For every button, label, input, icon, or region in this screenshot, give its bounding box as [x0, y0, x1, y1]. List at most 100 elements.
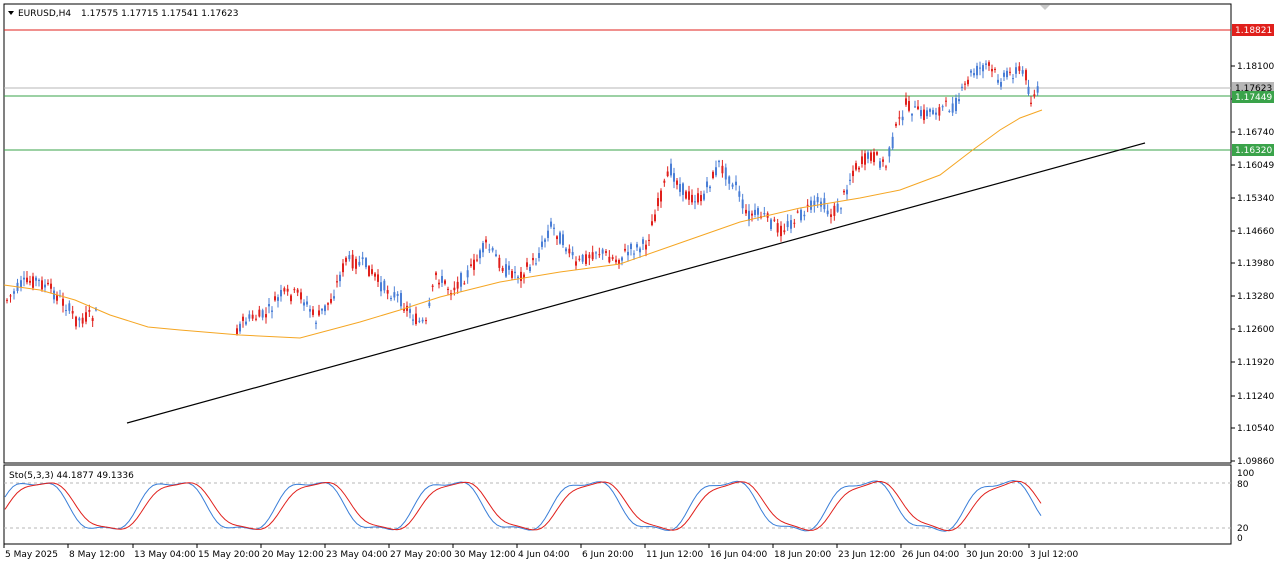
candle	[236, 324, 238, 336]
price-tick-label: 1.16740	[1237, 128, 1274, 138]
candle	[735, 175, 737, 191]
shift-marker-icon[interactable]	[1040, 5, 1050, 10]
candle	[911, 112, 913, 122]
candle	[891, 132, 894, 151]
candle	[688, 185, 690, 205]
candle	[964, 81, 966, 91]
candle	[870, 150, 872, 164]
candle	[470, 258, 472, 268]
candle	[20, 275, 22, 292]
candle	[418, 317, 421, 324]
line-label-green-1: 1.17449	[1232, 91, 1274, 103]
candle	[588, 252, 591, 266]
candle	[973, 68, 975, 78]
candle	[479, 248, 481, 265]
time-tick-label: 3 Jul 12:00	[1030, 550, 1079, 560]
candle	[1025, 68, 1027, 85]
candle	[657, 192, 659, 211]
candle	[23, 271, 25, 287]
svg-text:1.18821: 1.18821	[1235, 26, 1272, 36]
candle	[303, 299, 305, 311]
candle	[318, 304, 320, 317]
candle	[991, 64, 993, 78]
candle	[624, 243, 626, 253]
candle	[917, 99, 919, 111]
trendline[interactable]	[126, 142, 1146, 424]
candle	[476, 254, 478, 263]
candle	[709, 185, 711, 192]
moving-average-line	[3, 109, 1043, 339]
menu-triangle-icon[interactable]	[8, 11, 14, 15]
candle	[885, 164, 887, 171]
candle	[929, 107, 931, 117]
candle	[393, 286, 396, 301]
candle	[491, 246, 494, 253]
price-tick-label: 1.10540	[1237, 424, 1274, 434]
candle	[1012, 74, 1014, 84]
time-tick-label: 6 Jun 20:00	[582, 550, 634, 560]
candle	[697, 187, 699, 205]
candle	[864, 150, 866, 171]
candle	[932, 107, 934, 116]
candle	[242, 313, 244, 328]
candle	[265, 307, 267, 324]
candle	[271, 306, 273, 319]
candle	[876, 150, 878, 156]
candle	[306, 295, 308, 308]
candle	[806, 199, 809, 213]
candle	[763, 206, 766, 217]
candle	[355, 256, 357, 275]
candle	[321, 307, 323, 315]
candle	[691, 189, 693, 205]
oscillator-frame	[3, 464, 1232, 545]
candle	[53, 286, 55, 304]
candle	[365, 256, 367, 270]
time-tick-label: 30 Jun 20:00	[966, 550, 1023, 560]
candle	[810, 196, 812, 214]
candle	[396, 291, 399, 303]
candle	[979, 61, 981, 76]
time-tick-label: 30 May 12:00	[454, 550, 516, 560]
candle	[843, 189, 845, 195]
price-axis: 1.181001.174201.167401.160491.153401.146…	[1231, 62, 1274, 467]
time-tick-label: 13 May 04:00	[134, 550, 196, 560]
candle	[882, 156, 884, 167]
time-tick-label: 18 Jun 20:00	[774, 550, 831, 560]
candle	[324, 304, 326, 316]
candle	[431, 284, 434, 292]
candle	[605, 248, 607, 256]
candle	[268, 297, 270, 314]
candle	[508, 261, 510, 275]
candle	[673, 167, 675, 189]
header-ohlc: 1.17575 1.17715 1.17541 1.17623	[81, 9, 238, 19]
candle	[840, 207, 842, 214]
time-tick-label: 23 Jun 12:00	[838, 550, 895, 560]
candlestick-series	[6, 60, 1039, 336]
candle	[435, 271, 437, 280]
osc-tick-0: 0	[1237, 534, 1243, 544]
candle	[873, 148, 875, 166]
candle	[403, 303, 405, 314]
candle	[438, 279, 440, 289]
time-tick-label: 16 Jun 04:00	[710, 550, 767, 560]
candle	[879, 158, 881, 170]
candle	[776, 218, 779, 237]
candle	[645, 240, 647, 257]
candle	[721, 159, 724, 178]
candle	[511, 269, 513, 281]
candle	[676, 177, 678, 190]
candle	[770, 217, 772, 232]
candle	[826, 204, 829, 217]
candle	[724, 163, 727, 186]
price-tick-label: 1.11240	[1237, 392, 1274, 402]
candle	[9, 293, 12, 303]
line-label-red: 1.18821	[1232, 24, 1274, 36]
price-tick-label: 1.12600	[1237, 325, 1274, 335]
candle	[712, 170, 714, 180]
candle	[888, 146, 891, 163]
time-tick-label: 27 May 20:00	[390, 550, 452, 560]
candle	[1021, 66, 1024, 77]
candle	[703, 190, 705, 202]
